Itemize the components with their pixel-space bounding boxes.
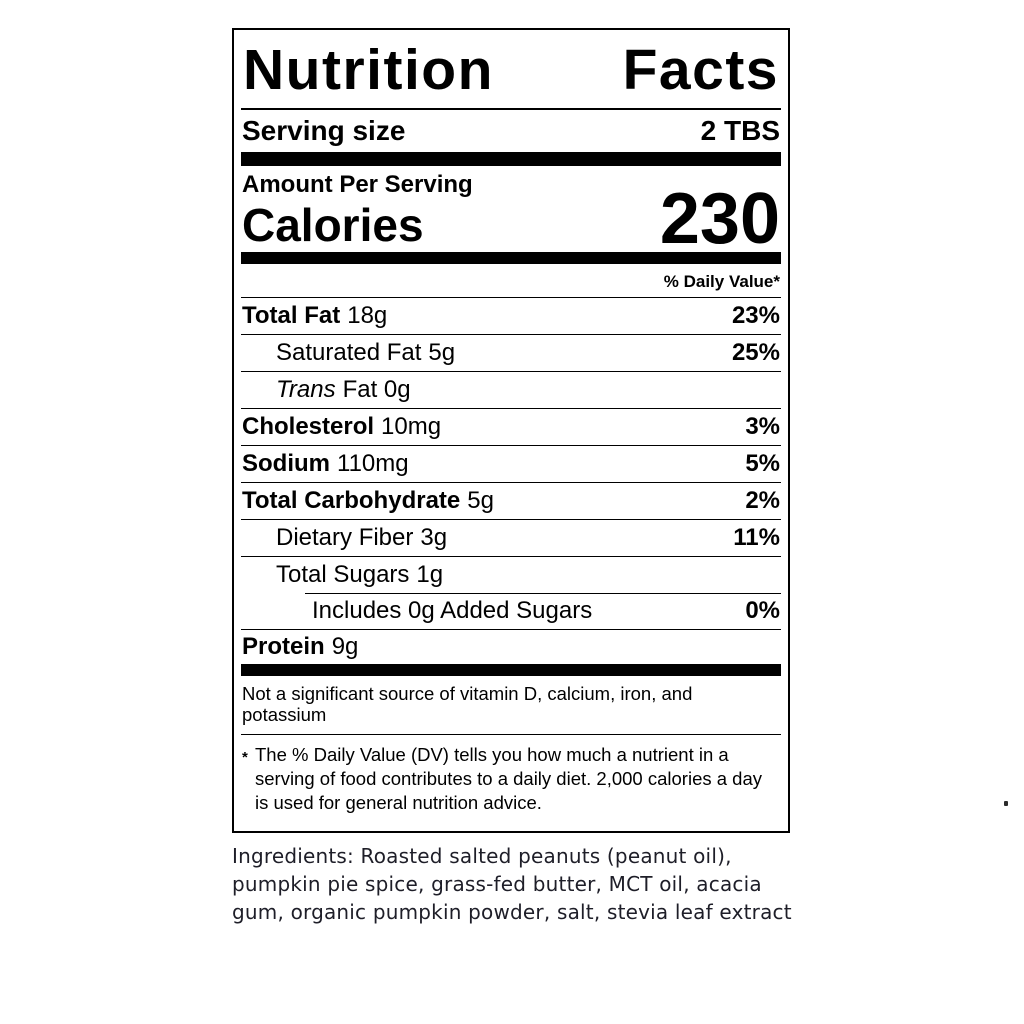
nutrient-row-cholesterol: Cholesterol 10mg 3% <box>241 407 781 445</box>
nutrient-amount: 5g <box>467 486 494 514</box>
divider-medium-bar-bottom <box>241 663 781 676</box>
not-significant-note: Not a significant source of vitamin D, c… <box>242 682 693 725</box>
nutrient-amount: 110mg <box>337 449 409 477</box>
nutrient-amount: Fat 0g <box>342 375 411 403</box>
nutrient-row-protein: Protein 9g <box>241 628 781 664</box>
nutrient-daily-value: 11% <box>733 523 780 551</box>
ingredients-line: Ingredients: Roasted salted peanuts (pea… <box>232 844 732 868</box>
nutrient-name: Total Carbohydrate <box>242 486 461 514</box>
stray-dot-artifact <box>1004 801 1008 806</box>
label-title: Nutrition Facts <box>241 30 781 110</box>
nutrient-amount: 18g <box>347 301 388 329</box>
nutrient-daily-value: 23% <box>731 301 780 329</box>
serving-size-value: 2 TBS <box>700 115 780 146</box>
nutrient-daily-value: 0% <box>745 596 780 624</box>
nutrient-amount: 10mg <box>381 412 442 440</box>
nutrient-name: Cholesterol <box>242 412 375 440</box>
footnote-divider <box>241 733 781 735</box>
calories-label: Calories <box>242 198 424 251</box>
calories-left-column: Amount Per Serving Calories <box>242 171 473 249</box>
nutrient-daily-value: 2% <box>745 486 780 514</box>
nutrient-row-saturated-fat: Saturated Fat 5g 25% <box>241 333 781 371</box>
nutrient-name: Dietary Fiber <box>276 523 414 551</box>
nutrient-name: Protein <box>242 632 325 660</box>
nutrient-rows: Total Fat 18g 23% Saturated Fat 5g 25% Tra… <box>241 298 781 664</box>
nutrient-daily-value: 25% <box>731 338 780 366</box>
label-title-word-2: Facts <box>622 38 779 102</box>
nutrient-name: Includes 0g Added Sugars <box>312 596 593 624</box>
serving-size-label: Serving size <box>242 115 406 146</box>
daily-value-header: % Daily Value* <box>241 264 781 298</box>
footnote-text: The % Daily Value (DV) tells you how muc… <box>255 743 762 813</box>
nutrient-amount: 9g <box>331 632 359 660</box>
nutrient-row-sodium: Sodium 110mg 5% <box>241 444 781 482</box>
nutrient-daily-value: 5% <box>745 449 780 477</box>
calories-value: 230 <box>659 178 780 259</box>
ingredients-line: pumpkin pie spice, grass-fed butter, MCT… <box>232 872 762 896</box>
amount-per-serving-label: Amount Per Serving <box>242 171 473 198</box>
nutrient-name: Trans <box>276 375 336 403</box>
nutrient-name: Saturated Fat <box>276 338 422 366</box>
nutrient-row-total-fat: Total Fat 18g 23% <box>241 298 781 334</box>
ingredients-line: gum, organic pumpkin powder, salt, stevi… <box>232 900 792 924</box>
serving-size-row: Serving size 2 TBS <box>241 110 781 152</box>
nutrient-row-total-sugars: Total Sugars 1g <box>241 555 781 593</box>
nutrient-row-dietary-fiber: Dietary Fiber 3g 11% <box>241 518 781 556</box>
nutrient-name: Total Fat <box>242 301 341 329</box>
nutrient-amount: 3g <box>420 523 448 551</box>
nutrient-name: Total Sugars <box>276 560 410 588</box>
nutrient-row-trans-fat: Trans Fat 0g <box>241 370 781 408</box>
divider-thick-bar <box>241 152 781 166</box>
nutrition-facts-label: Nutrition Facts Serving size 2 TBS Amoun… <box>232 28 790 833</box>
footnote-asterisk: * <box>242 748 248 766</box>
nutrient-daily-value: 3% <box>745 412 780 440</box>
daily-value-footnote: * The % Daily Value (DV) tells you how m… <box>241 735 781 815</box>
divider-medium-bar <box>241 251 781 264</box>
nutrient-row-total-carbohydrate: Total Carbohydrate 5g 2% <box>241 481 781 519</box>
label-title-word-1: Nutrition <box>243 38 494 102</box>
calories-section: Amount Per Serving Calories 230 <box>241 166 781 259</box>
nutrient-name: Sodium <box>242 449 330 477</box>
nutrient-amount: 5g <box>428 338 456 366</box>
nutrient-amount: 1g <box>416 560 444 588</box>
nutrient-row-added-sugars: Includes 0g Added Sugars 0% <box>241 592 781 629</box>
ingredients-text: Ingredients: Roasted salted peanuts (pea… <box>232 842 792 926</box>
